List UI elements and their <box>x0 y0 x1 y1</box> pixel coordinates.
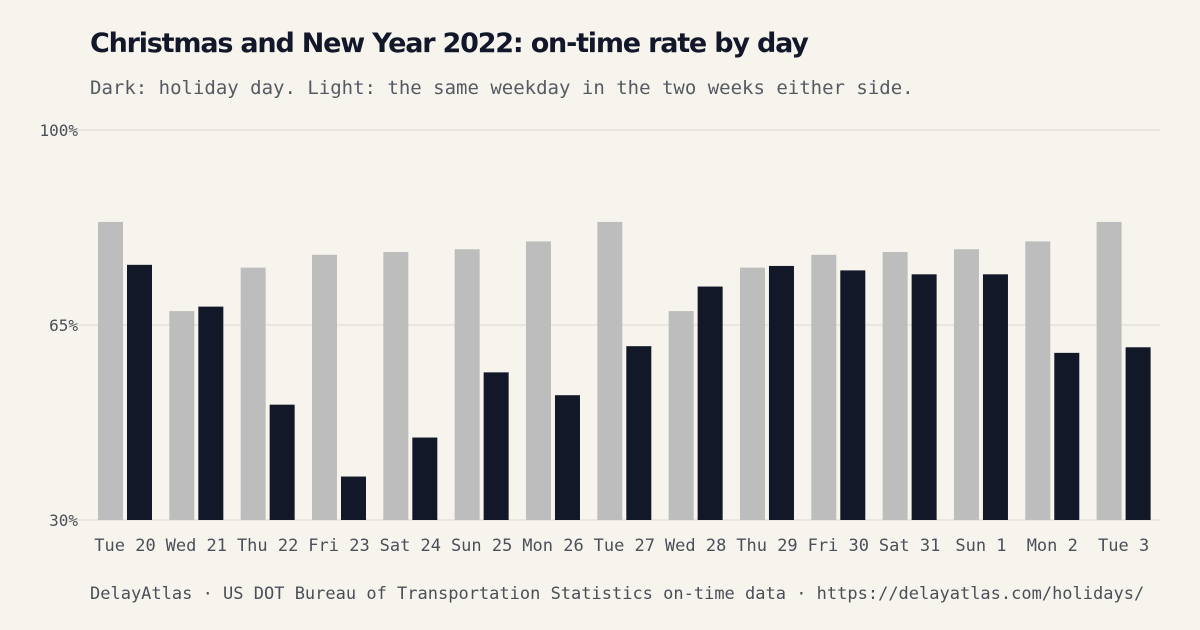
y-tick-label: 30% <box>49 511 78 530</box>
bar-baseline-3 <box>311 254 337 521</box>
bars <box>98 221 1151 521</box>
y-tick-label: 65% <box>49 316 78 335</box>
bar-holiday-7 <box>626 346 652 520</box>
bar-baseline-12 <box>953 249 979 520</box>
x-tick-label: Sun 1 <box>955 536 1006 556</box>
bar-holiday-11 <box>911 274 937 520</box>
bar-holiday-2 <box>269 404 295 520</box>
x-tick-label: Tue 20 <box>94 536 155 556</box>
bar-holiday-9 <box>768 265 794 520</box>
bar-baseline-9 <box>739 267 765 520</box>
bar-baseline-13 <box>1025 241 1051 520</box>
x-axis-ticks: Tue 20 Wed 21 Thu 22 Fri 23 Sat 24 Sun 25 Mon … <box>94 536 1149 556</box>
x-tick-label: Thu 22 <box>237 536 298 556</box>
x-tick-label: Tue 3 <box>1098 536 1149 556</box>
bar-holiday-8 <box>697 286 723 520</box>
x-tick-label: Fri 23 <box>308 536 369 556</box>
x-tick-label: Sat 24 <box>380 536 441 556</box>
bar-baseline-10 <box>811 254 837 521</box>
bar-holiday-14 <box>1125 347 1151 520</box>
bar-holiday-6 <box>554 395 580 520</box>
x-tick-label: Thu 29 <box>736 536 797 556</box>
bar-baseline-2 <box>240 267 266 520</box>
y-tick-label: 100% <box>39 121 78 140</box>
bar-baseline-6 <box>525 241 551 520</box>
x-tick-label: Fri 30 <box>808 536 869 556</box>
x-tick-label: Tue 27 <box>594 536 655 556</box>
bar-holiday-5 <box>483 372 509 520</box>
bar-baseline-1 <box>169 311 195 520</box>
bar-baseline-0 <box>98 221 123 520</box>
x-tick-label: Wed 21 <box>166 536 227 556</box>
bar-holiday-4 <box>412 437 438 520</box>
bar-baseline-14 <box>1096 221 1122 520</box>
bar-baseline-5 <box>454 249 480 520</box>
bar-baseline-11 <box>882 252 908 520</box>
bar-holiday-0 <box>127 264 152 520</box>
y-axis-ticks: 30% 65% 100% <box>39 121 78 530</box>
x-tick-label: Sat 31 <box>879 536 940 556</box>
x-tick-label: Mon 2 <box>1027 536 1078 556</box>
bar-baseline-8 <box>668 311 694 520</box>
bar-holiday-12 <box>982 274 1008 520</box>
x-tick-label: Sun 25 <box>451 536 512 556</box>
bar-holiday-3 <box>340 476 366 520</box>
chart-subtitle: Dark: holiday day. Light: the same weekd… <box>90 77 914 99</box>
bar-holiday-1 <box>198 306 224 520</box>
source-footer: DelayAtlas · US DOT Bureau of Transporta… <box>90 584 1145 604</box>
bar-holiday-13 <box>1054 352 1080 520</box>
x-tick-label: Wed 28 <box>665 536 726 556</box>
bar-holiday-10 <box>840 270 866 520</box>
bar-baseline-4 <box>383 252 409 520</box>
chart-title: Christmas and New Year 2022: on-time rat… <box>90 28 809 59</box>
x-tick-label: Mon 26 <box>522 536 583 556</box>
bar-baseline-7 <box>597 221 623 520</box>
